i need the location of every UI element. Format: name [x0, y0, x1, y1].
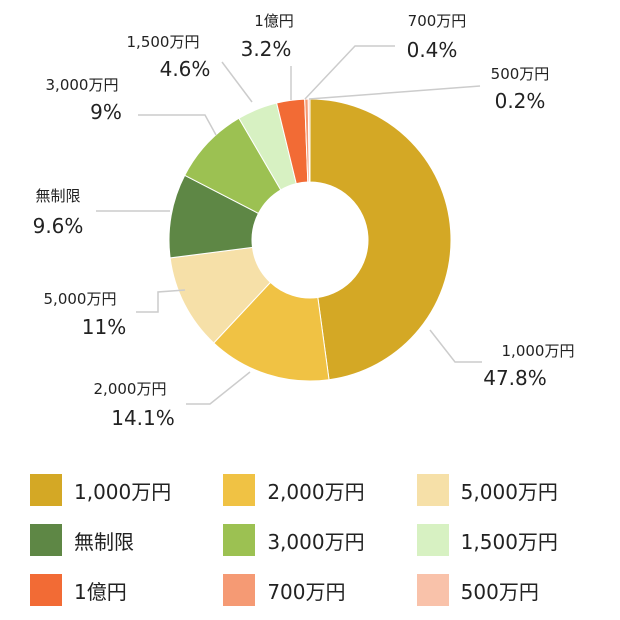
legend-label: 1億円 [74, 579, 127, 604]
leader-line [186, 371, 251, 405]
legend-swatch [416, 524, 449, 556]
slice-name-label: 700万円 [408, 12, 467, 30]
legend-item-1000man: 1,000万円 [30, 474, 223, 506]
label-2000man: 2,000万円 14.1% [94, 380, 175, 430]
legend-item-3000man: 3,000万円 [223, 524, 416, 556]
legend-swatch [223, 524, 256, 556]
slice-percent-label: 14.1% [111, 406, 175, 430]
leader-lines [96, 45, 482, 405]
legend-label: 500万円 [460, 579, 539, 604]
slice-percent-label: 3.2% [241, 37, 292, 61]
slice-name-label: 1億円 [254, 12, 294, 30]
legend-item-700man: 700万円 [223, 574, 416, 606]
legend-label: 1,500万円 [460, 529, 558, 554]
legend-row: 無制限 3,000万円 1,500万円 [30, 515, 610, 565]
legend-label: 3,000万円 [267, 529, 365, 554]
slice-percent-label: 4.6% [160, 57, 211, 81]
legend-label: 2,000万円 [267, 479, 365, 504]
slice-name-label: 5,000万円 [44, 290, 117, 308]
legend-label: 700万円 [267, 579, 346, 604]
legend-swatch [30, 524, 62, 556]
slice-name-label: 1,000万円 [502, 342, 575, 360]
slice-500man [307, 98, 311, 183]
label-3000man: 3,000万円 9% [46, 76, 122, 124]
legend-label: 無制限 [74, 529, 134, 554]
legend-label: 1,000万円 [74, 479, 172, 504]
slice-percent-label: 11% [82, 315, 126, 339]
label-unlimited: 無制限 9.6% [33, 187, 84, 238]
slice-labels: 1,000万円 47.8% 2,000万円 14.1% 5,000万円 11% 無制限 9.6… [33, 12, 575, 430]
slice-name-label: 1,500万円 [127, 33, 200, 51]
label-1500man: 1,500万円 4.6% [127, 33, 211, 81]
label-1oku: 1億円 3.2% [241, 12, 294, 61]
legend-row: 1,000万円 2,000万円 5,000万円 [30, 465, 610, 515]
legend-item-1oku: 1億円 [30, 574, 223, 606]
legend-label: 5,000万円 [460, 479, 558, 504]
leader-line [308, 85, 481, 100]
legend-swatch [30, 474, 62, 506]
slice-percent-label: 9% [90, 100, 122, 124]
legend-item-500man: 500万円 [416, 574, 610, 606]
slice-percent-label: 0.4% [407, 38, 458, 62]
slice-percent-label: 47.8% [483, 366, 547, 390]
legend-swatch [223, 574, 256, 606]
label-1000man: 1,000万円 47.8% [483, 342, 574, 390]
slice-percent-label: 9.6% [33, 214, 84, 238]
donut-chart-svg: 1,000万円 47.8% 2,000万円 14.1% 5,000万円 11% 無制限 9.6… [33, 12, 575, 430]
legend-swatch [30, 574, 62, 606]
slice-1000man [309, 98, 452, 381]
leader-line [136, 289, 186, 313]
slice-name-label: 3,000万円 [46, 76, 119, 94]
legend-item-5000man: 5,000万円 [416, 474, 610, 506]
legend-item-1500man: 1,500万円 [416, 524, 610, 556]
legend: 1,000万円 2,000万円 5,000万円 無制限 3,000万円 [30, 465, 610, 615]
legend-item-unlimited: 無制限 [30, 524, 223, 556]
label-500man: 500万円 0.2% [491, 65, 550, 113]
label-5000man: 5,000万円 11% [44, 290, 127, 339]
legend-swatch [416, 574, 449, 606]
slice-name-label: 無制限 [35, 187, 80, 205]
slice-percent-label: 0.2% [495, 89, 546, 113]
legend-row: 1億円 700万円 500万円 [30, 565, 610, 615]
legend-swatch [416, 474, 449, 506]
leader-line [138, 114, 217, 136]
legend-item-2000man: 2,000万円 [223, 474, 416, 506]
slice-name-label: 2,000万円 [94, 380, 167, 398]
leader-line [304, 45, 395, 100]
legend-swatch [223, 474, 256, 506]
slice-name-label: 500万円 [491, 65, 550, 83]
leader-line [429, 329, 482, 363]
leader-line [221, 61, 253, 103]
label-700man: 700万円 0.4% [407, 12, 467, 62]
slices-layer [168, 98, 452, 382]
